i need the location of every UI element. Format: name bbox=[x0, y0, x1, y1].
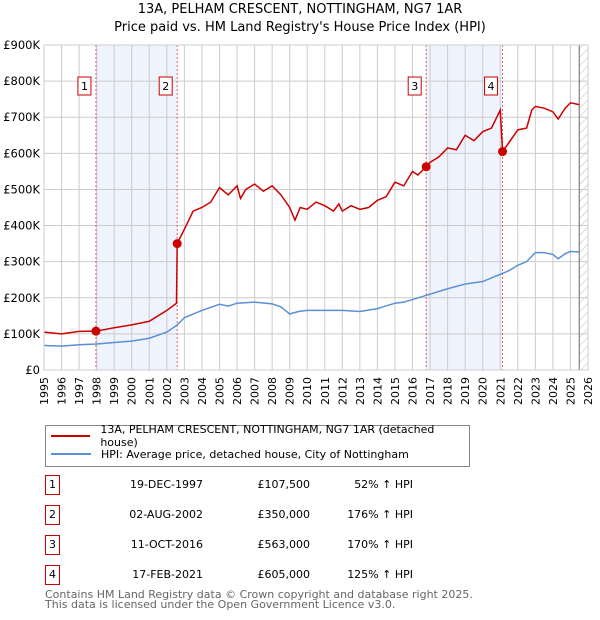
y-tick-label: £800K bbox=[3, 74, 40, 88]
sale-label-box bbox=[158, 76, 173, 96]
legend-swatch-blue bbox=[51, 453, 91, 455]
sale-number-badge: 3 bbox=[45, 535, 60, 555]
sale-number-badge: 4 bbox=[45, 565, 60, 585]
x-tick-label: 2018 bbox=[442, 377, 455, 405]
legend-swatch-red bbox=[51, 435, 91, 437]
sale-hpi-change: 176% ↑ HPI bbox=[347, 508, 413, 521]
x-tick-label: 2009 bbox=[284, 377, 297, 405]
sale-period-shade bbox=[95, 45, 178, 370]
sale-date: 19-DEC-1997 bbox=[129, 478, 203, 491]
hpi-series-line bbox=[43, 250, 580, 347]
sale-point bbox=[498, 147, 508, 157]
x-tick-label: 2008 bbox=[266, 377, 279, 405]
x-tick-label: 2011 bbox=[319, 377, 332, 405]
footer-line-2: This data is licensed under the Open Gov… bbox=[45, 598, 396, 611]
sale-date: 11-OCT-2016 bbox=[130, 538, 203, 551]
sale-price: £350,000 bbox=[257, 508, 311, 521]
sale-label: 2 bbox=[162, 80, 169, 93]
x-tick-label: 2023 bbox=[529, 377, 542, 405]
legend-item-hpi: HPI: Average price, detached house, City… bbox=[51, 446, 409, 462]
sale-date: 17-FEB-2021 bbox=[132, 568, 203, 581]
y-tick-label: £100K bbox=[3, 327, 40, 341]
sale-price: £563,000 bbox=[257, 538, 311, 551]
y-tick-label: £900K bbox=[3, 38, 40, 52]
x-tick-label: 2004 bbox=[196, 377, 209, 405]
sale-label: 1 bbox=[81, 80, 88, 93]
sale-price: £107,500 bbox=[257, 478, 311, 491]
x-tick-label: 2007 bbox=[249, 377, 262, 405]
sale-number-badge: 2 bbox=[45, 505, 60, 525]
legend: 13A, PELHAM CRESCENT, NOTTINGHAM, NG7 1A… bbox=[45, 423, 470, 467]
chart-subtitle: Price paid vs. HM Land Registry's House … bbox=[114, 20, 486, 35]
sale-date: 02-AUG-2002 bbox=[129, 508, 203, 521]
x-tick-label: 2005 bbox=[213, 377, 226, 405]
chart-title: 13A, PELHAM CRESCENT, NOTTINGHAM, NG7 1A… bbox=[137, 2, 463, 17]
sale-point bbox=[91, 326, 101, 336]
sale-row: 3 11-OCT-2016 £563,000 170% ↑ HPI bbox=[45, 535, 465, 555]
y-tick-label: £0 bbox=[25, 363, 40, 377]
x-tick-label: 2002 bbox=[161, 377, 174, 405]
x-tick-label: 2020 bbox=[477, 377, 490, 405]
y-tick-label: £300K bbox=[3, 255, 40, 269]
y-tick-label: £500K bbox=[3, 182, 40, 196]
y-tick-label: £400K bbox=[3, 219, 40, 233]
x-tick-label: 2012 bbox=[336, 377, 349, 405]
sale-price: £605,000 bbox=[257, 568, 311, 581]
x-tick-label: 2014 bbox=[371, 377, 384, 405]
footer-line-1: Contains HM Land Registry data © Crown c… bbox=[45, 588, 473, 601]
footer: Contains HM Land Registry data © Crown c… bbox=[45, 588, 473, 611]
sale-label-box bbox=[77, 76, 92, 96]
x-tick-label: 1996 bbox=[56, 377, 69, 405]
sale-row: 2 02-AUG-2002 £350,000 176% ↑ HPI bbox=[45, 505, 465, 525]
x-tick-label: 2010 bbox=[301, 377, 314, 405]
x-tick-label: 2024 bbox=[547, 377, 560, 405]
legend-item-property: 13A, PELHAM CRESCENT, NOTTINGHAM, NG7 1A… bbox=[51, 423, 469, 449]
sale-period-shade bbox=[426, 45, 503, 370]
price-chart: 1995 1996 1997 1998 1999 2000 2001 2002 2003 2004… bbox=[3, 38, 595, 405]
x-tick-label: 2022 bbox=[512, 377, 525, 405]
x-tick-label: 1999 bbox=[108, 377, 121, 405]
sale-point bbox=[421, 162, 431, 172]
sale-hpi-change: 52% ↑ HPI bbox=[354, 478, 413, 491]
x-tick-label: 2001 bbox=[143, 377, 156, 405]
x-tick-label: 2026 bbox=[582, 377, 595, 405]
y-tick-label: £200K bbox=[3, 291, 40, 305]
x-tick-label: 2003 bbox=[178, 377, 191, 405]
x-tick-label: 2016 bbox=[407, 377, 420, 405]
legend-label: 13A, PELHAM CRESCENT, NOTTINGHAM, NG7 1A… bbox=[100, 423, 435, 449]
plot-frame bbox=[43, 44, 589, 371]
sale-label-box bbox=[407, 76, 422, 96]
sale-label: 3 bbox=[411, 80, 418, 93]
price-series-line bbox=[43, 101, 580, 335]
sale-hpi-change: 125% ↑ HPI bbox=[347, 568, 413, 581]
sale-label: 4 bbox=[488, 80, 495, 93]
x-tick-label: 1998 bbox=[91, 377, 104, 405]
sale-row: 4 17-FEB-2021 £605,000 125% ↑ HPI bbox=[45, 565, 465, 585]
sale-label-box bbox=[484, 76, 499, 96]
x-tick-label: 1997 bbox=[73, 377, 86, 405]
x-tick-label: 2025 bbox=[564, 377, 577, 405]
sale-hpi-change: 170% ↑ HPI bbox=[347, 538, 413, 551]
x-tick-label: 2015 bbox=[389, 377, 402, 405]
forecast-hatch bbox=[579, 45, 588, 370]
sale-number-badge: 1 bbox=[45, 475, 60, 495]
sale-row: 1 19-DEC-1997 £107,500 52% ↑ HPI bbox=[45, 475, 465, 495]
sale-point bbox=[172, 239, 182, 249]
legend-label: HPI: Average price, detached house, City… bbox=[101, 447, 409, 461]
y-tick-label: £700K bbox=[3, 110, 40, 124]
y-tick-label: £600K bbox=[3, 146, 40, 160]
x-tick-label: 2013 bbox=[354, 377, 367, 405]
x-tick-label: 2006 bbox=[231, 377, 244, 405]
x-tick-label: 2019 bbox=[459, 377, 472, 405]
x-tick-label: 2000 bbox=[126, 377, 139, 405]
x-tick-label: 1995 bbox=[38, 377, 51, 405]
x-tick-label: 2017 bbox=[424, 377, 437, 405]
x-tick-label: 2021 bbox=[494, 377, 507, 405]
